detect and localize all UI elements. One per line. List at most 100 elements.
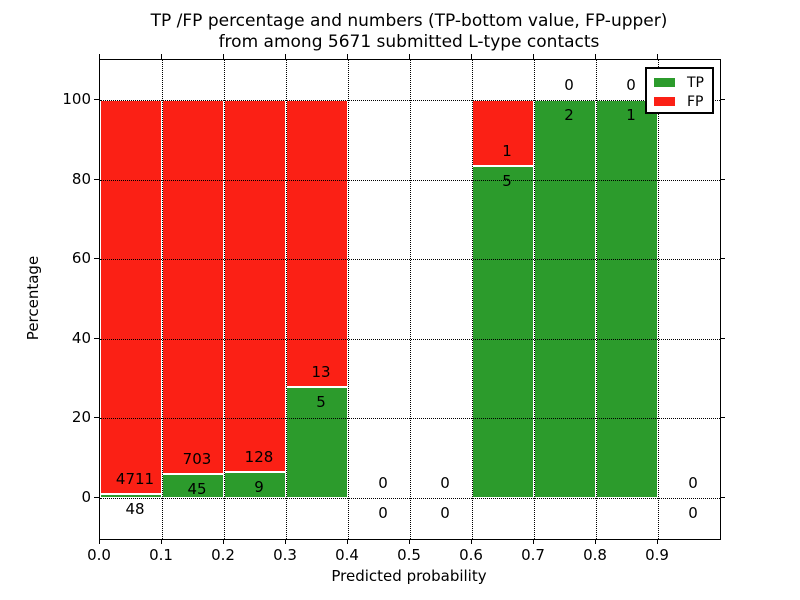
bar-fp-segment — [286, 100, 348, 388]
y-tick-mark-right — [720, 178, 725, 180]
tp-count-label: 2 — [564, 106, 574, 124]
y-tick-mark-right — [720, 497, 725, 498]
x-axis-label: Predicted probability — [331, 567, 487, 585]
y-tick-mark-right — [720, 337, 725, 339]
fp-count-label: 128 — [244, 447, 274, 466]
fp-count-label: 4711 — [115, 469, 155, 488]
x-tick-mark — [99, 539, 100, 544]
fp-count-label: 0 — [378, 474, 388, 492]
x-tick-label: 0.7 — [521, 546, 545, 564]
gridline-vertical — [224, 60, 225, 539]
legend-entry: TP — [654, 73, 712, 92]
y-tick-mark — [94, 258, 99, 260]
x-tick-mark-top — [347, 54, 348, 59]
bar-tp-segment — [224, 471, 286, 498]
x-tick-mark-top — [471, 54, 472, 59]
x-tick-mark — [533, 539, 534, 544]
gridline-horizontal — [100, 179, 720, 181]
tp-count-label: 48 — [125, 499, 145, 518]
tp-count-label: 5 — [502, 172, 512, 191]
gridline-horizontal — [100, 498, 720, 499]
legend-label: TP — [687, 74, 704, 91]
tp-count-label: 5 — [316, 393, 326, 412]
y-tick-mark-right — [720, 99, 725, 100]
legend-label: FP — [687, 93, 704, 110]
y-tick-mark — [94, 99, 99, 100]
fp-count-label: 0 — [440, 474, 450, 492]
x-tick-mark — [657, 539, 658, 544]
bar-tp-segment — [596, 100, 658, 498]
x-tick-mark-top — [161, 54, 162, 59]
gridline-vertical — [534, 60, 535, 539]
gridline-vertical — [348, 60, 349, 539]
x-tick-label: 0.2 — [211, 546, 235, 564]
x-tick-label: 0.5 — [397, 546, 421, 564]
gridline-horizontal — [100, 100, 720, 101]
y-tick-label: 80 — [71, 169, 91, 188]
tp-count-label: 9 — [254, 477, 264, 496]
x-tick-mark-top — [99, 54, 100, 59]
x-tick-mark-top — [533, 54, 534, 59]
x-tick-label: 0.9 — [645, 546, 669, 564]
legend: TP FP — [645, 67, 714, 114]
y-tick-label: 60 — [71, 249, 91, 268]
y-axis-label: Percentage — [24, 255, 42, 341]
x-tick-mark — [409, 539, 410, 544]
x-tick-label: 0.8 — [583, 546, 607, 564]
y-tick-label: 40 — [71, 328, 91, 347]
bar-fp-segment — [100, 100, 162, 494]
x-tick-label: 0.1 — [149, 546, 173, 564]
bar-fp-segment — [224, 100, 286, 472]
bar-tp-segment — [534, 100, 596, 498]
gridline-vertical — [410, 60, 411, 539]
x-tick-mark-top — [285, 54, 286, 59]
tp-count-label: 45 — [187, 480, 207, 499]
tp-count-label: 0 — [440, 504, 450, 522]
y-tick-mark — [94, 497, 99, 498]
y-tick-label: 20 — [71, 408, 91, 427]
y-tick-mark — [94, 178, 99, 180]
tp-count-label: 0 — [378, 504, 388, 522]
x-tick-label: 0.0 — [87, 546, 111, 564]
legend-swatch-fp — [654, 97, 675, 106]
fp-count-label: 703 — [182, 450, 212, 469]
gridline-vertical — [286, 60, 287, 539]
y-tick-label: 100 — [62, 90, 91, 108]
x-tick-mark — [471, 539, 472, 544]
x-tick-mark — [595, 539, 596, 544]
x-tick-mark — [347, 539, 348, 544]
x-tick-mark-top — [657, 54, 658, 59]
plot-area: 4711 48 703 45 128 9 13 5 0 0 0 0 1 5 0 2 0 1 0 0 — [99, 59, 721, 540]
bar-fp-segment — [162, 100, 224, 475]
gridline-vertical — [658, 60, 659, 539]
fp-count-label: 0 — [688, 474, 698, 492]
fp-count-label: 1 — [502, 142, 512, 161]
x-tick-label: 0.4 — [335, 546, 359, 564]
x-tick-mark — [285, 539, 286, 544]
x-tick-mark — [223, 539, 224, 544]
y-tick-mark-right — [720, 258, 725, 260]
x-tick-mark-top — [223, 54, 224, 59]
bar-tp-segment — [100, 493, 162, 498]
x-tick-mark — [161, 539, 162, 544]
x-tick-mark-top — [409, 54, 410, 59]
legend-entry: FP — [654, 92, 712, 111]
tp-count-label: 0 — [688, 504, 698, 522]
x-tick-mark-top — [595, 54, 596, 59]
y-tick-mark — [94, 337, 99, 339]
fp-count-label: 13 — [311, 363, 331, 382]
gridline-vertical — [162, 60, 163, 539]
gridline-vertical — [472, 60, 473, 539]
chart-title: TP /FP percentage and numbers (TP-bottom… — [151, 11, 668, 53]
x-tick-label: 0.3 — [273, 546, 297, 564]
fp-count-label: 0 — [626, 76, 636, 94]
legend-swatch-tp — [654, 78, 675, 87]
bar-tp-segment — [472, 166, 534, 498]
tp-count-label: 1 — [626, 106, 636, 124]
y-tick-label: 0 — [81, 488, 91, 506]
gridline-vertical — [596, 60, 597, 539]
x-tick-label: 0.6 — [459, 546, 483, 564]
y-tick-mark-right — [720, 417, 725, 419]
gridline-horizontal — [100, 259, 720, 261]
